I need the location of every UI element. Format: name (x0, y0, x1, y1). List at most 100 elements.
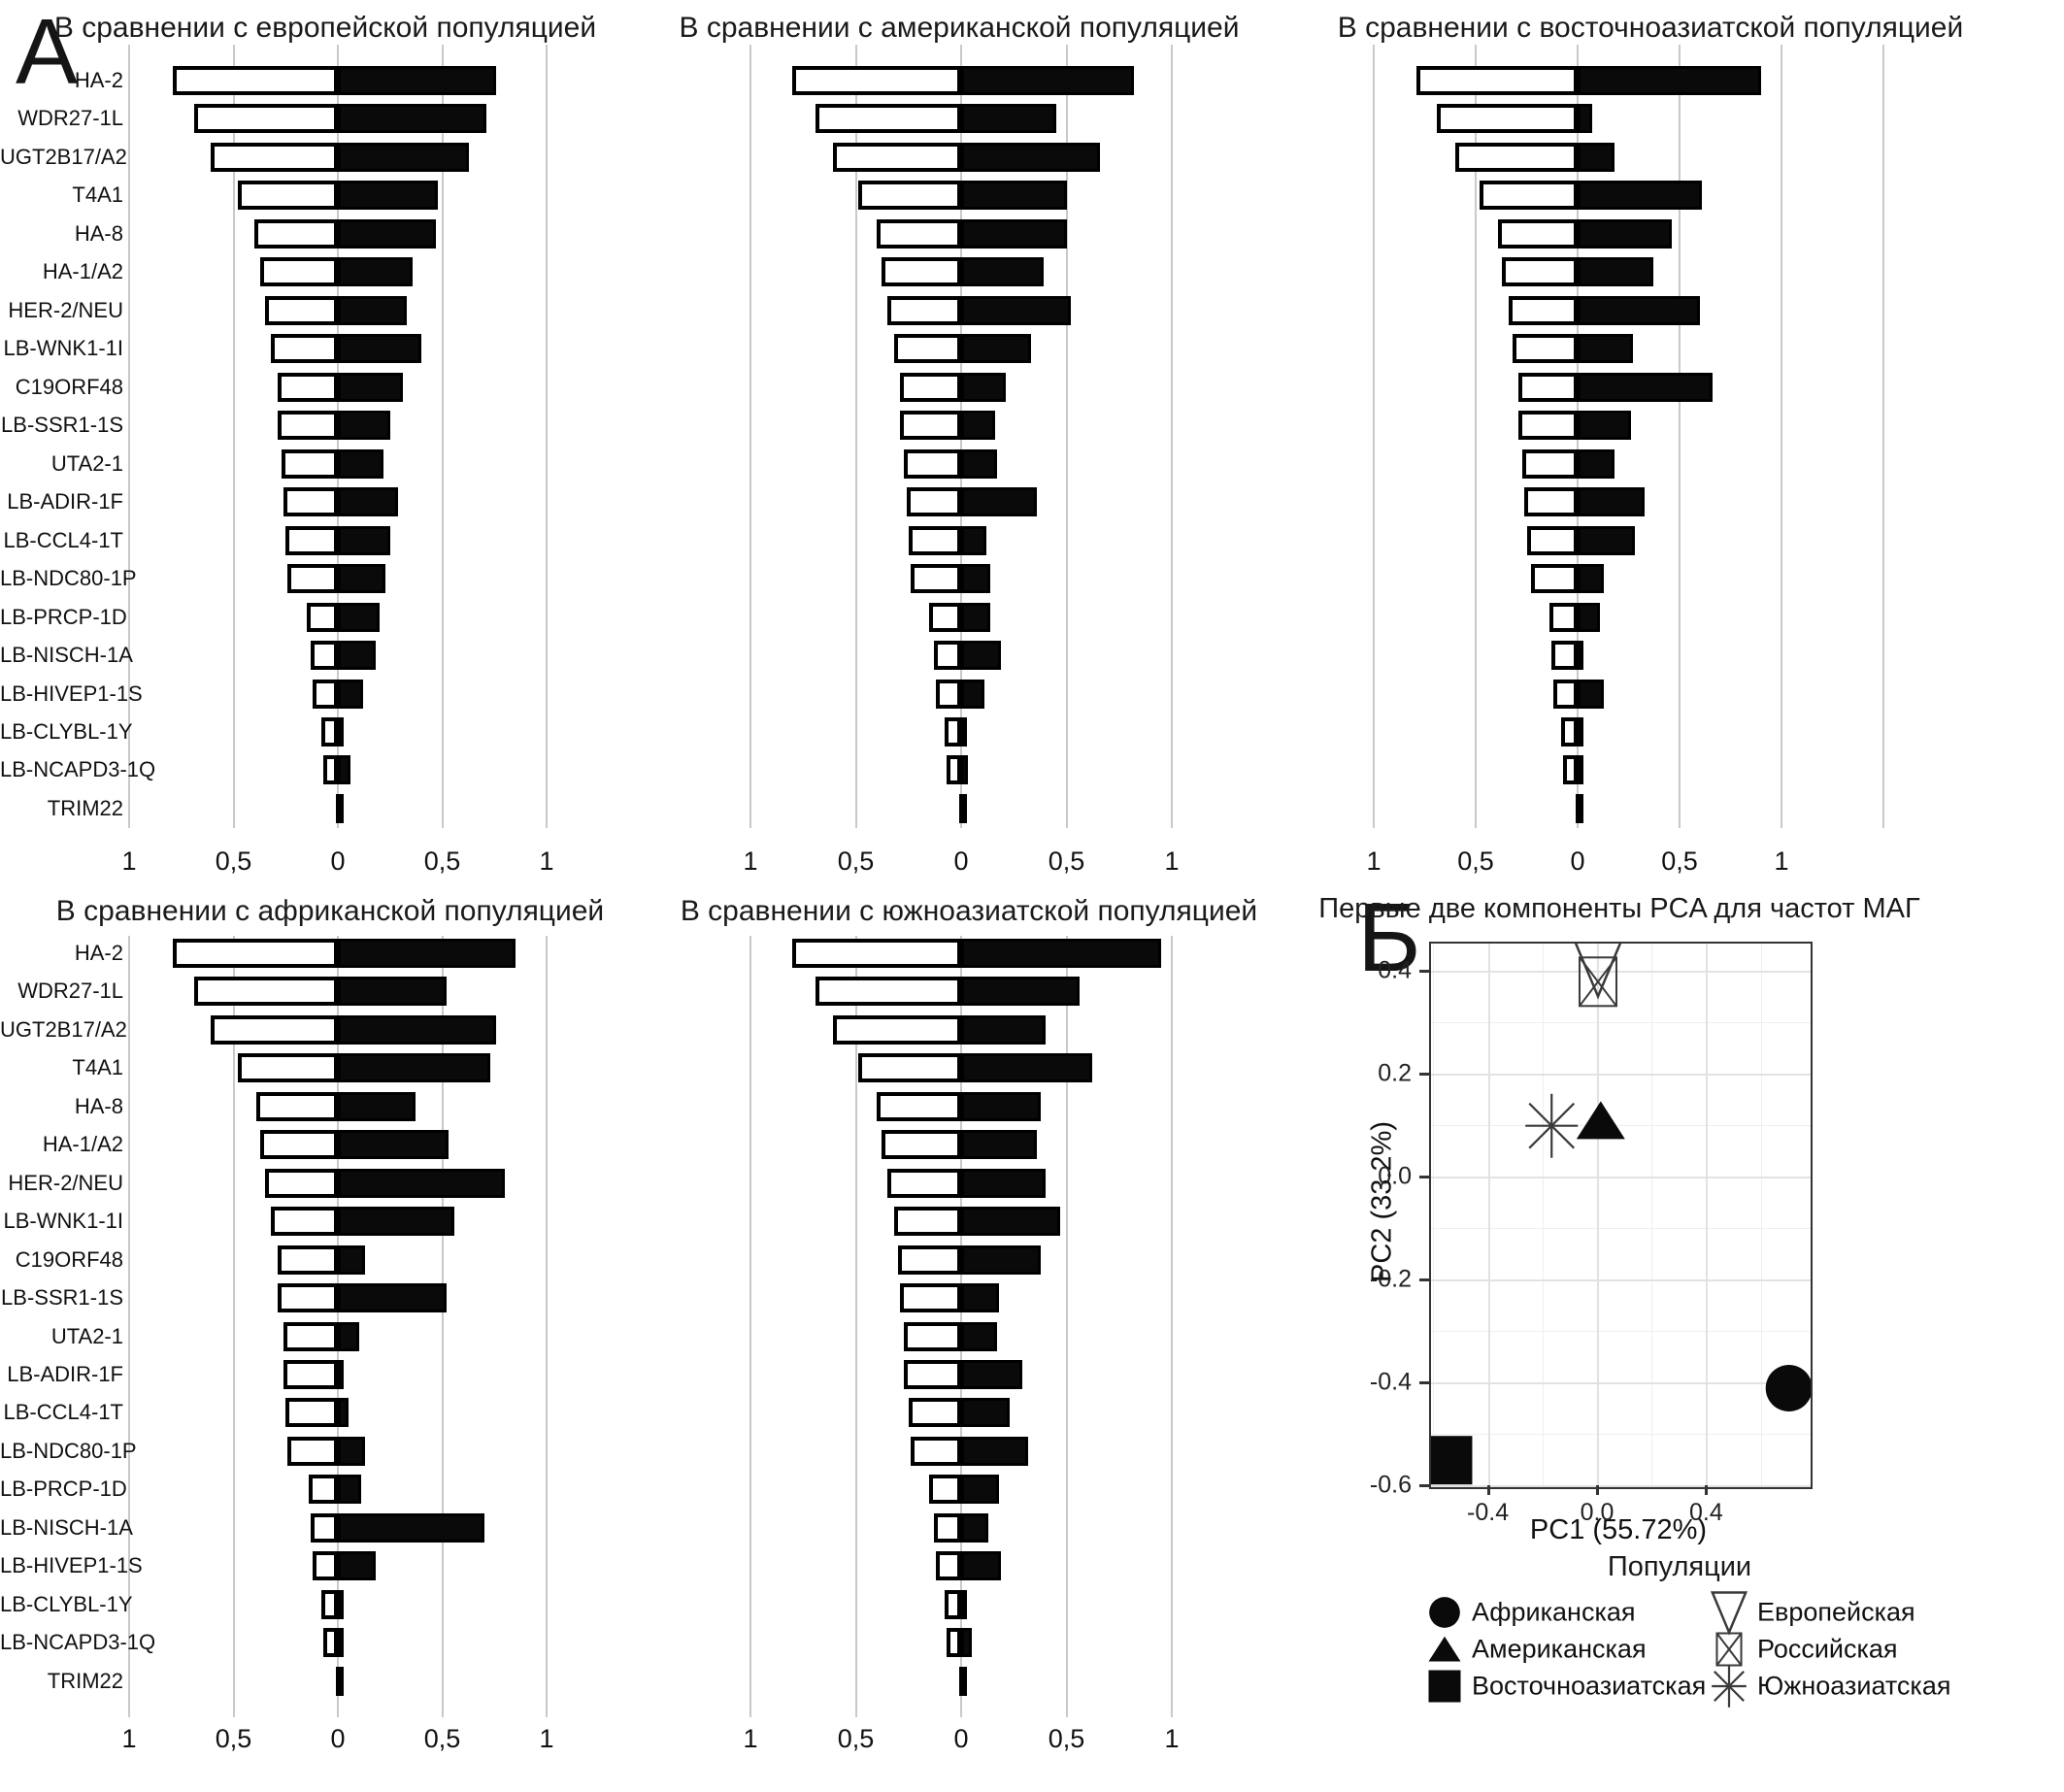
bar-black-right (338, 295, 407, 325)
bar-white-left (900, 411, 961, 441)
gridline (128, 936, 130, 1717)
bar-white-left (311, 641, 338, 671)
bar-black-right (961, 411, 995, 441)
gridline (1781, 45, 1782, 828)
bar-black-right (1578, 755, 1583, 785)
gridline (546, 45, 548, 828)
bar-white-left (283, 487, 338, 517)
pca-major-gridline (1431, 1484, 1811, 1487)
bar-black-right (1578, 218, 1672, 249)
bar-white-left (933, 1512, 961, 1543)
row-label: LB-SSR1-1S (1, 413, 123, 438)
bar-black-right (338, 1359, 344, 1389)
pca-minor-gridline (1431, 1330, 1811, 1332)
bar-white-left (816, 104, 961, 134)
bar-white-left (306, 602, 338, 632)
bar-black-right (338, 1666, 344, 1696)
bar-black-right (961, 1321, 997, 1351)
bar-white-left (1522, 448, 1578, 479)
bar-white-left (260, 1130, 338, 1160)
bar-black-right (338, 142, 470, 172)
axis-tick-label: 0,5 (1048, 1724, 1085, 1753)
row-label: LB-PRCP-1D (0, 604, 127, 629)
pca-minor-gridline (1433, 944, 1435, 1487)
bar-white-left (887, 295, 961, 325)
bar-black-right (961, 1283, 1000, 1313)
bar-black-right (338, 1168, 505, 1198)
row-label: LB-HIVEP1-1S (0, 680, 143, 706)
bar-white-left (256, 1091, 338, 1121)
bar-black-right (1578, 66, 1761, 95)
bar-black-right (338, 1512, 484, 1543)
row-label: HA-8 (74, 1093, 123, 1118)
bar-white-left (277, 1283, 338, 1313)
legend-item-label: Европейская (1757, 1597, 1915, 1627)
bar-black-right (961, 334, 1031, 364)
bar-white-left (320, 716, 338, 747)
row-label: LB-CLYBL-1Y (0, 1591, 133, 1616)
bar-black-right (961, 564, 991, 594)
bar-black-right (961, 793, 967, 823)
bar-white-left (1502, 257, 1578, 287)
bar-black-right (961, 1512, 989, 1543)
bar-black-right (338, 104, 486, 134)
pca-major-gridline (1431, 1073, 1811, 1076)
bar-white-left (881, 257, 961, 287)
bar-black-right (1578, 564, 1605, 594)
row-label: UGT2B17/A2 (0, 1016, 127, 1042)
pca-y-tick (1419, 1380, 1429, 1384)
filled-square-icon (1428, 1670, 1461, 1703)
row-label: WDR27-1L (17, 979, 123, 1004)
asterisk-icon (1712, 1665, 1747, 1708)
filled-triangle-icon (1428, 1636, 1461, 1662)
pca-major-gridline (1487, 944, 1490, 1487)
bar-black-right (961, 602, 991, 632)
pca-y-tick (1419, 1278, 1429, 1281)
gridline (232, 45, 235, 828)
gridline (1171, 936, 1173, 1717)
bar-white-left (322, 1628, 338, 1658)
crossed-square-icon (1715, 1632, 1743, 1667)
axis-tick-label: 1 (539, 1724, 554, 1753)
axis-tick-label: 0 (330, 1724, 346, 1753)
pca-y-tick-label: -0.6 (1369, 1471, 1412, 1499)
bar-black-right (961, 679, 984, 709)
axis-tick-label: 0,5 (837, 846, 875, 876)
legend-item-label: Российская (1757, 1634, 1898, 1664)
legend-item-label: Африканская (1472, 1597, 1636, 1627)
gridline (749, 936, 751, 1717)
pca-y-tick (1419, 1072, 1429, 1076)
bar-white-left (910, 1436, 961, 1466)
bar-white-left (264, 295, 338, 325)
bar-white-left (857, 181, 961, 211)
bar-white-left (285, 1398, 338, 1428)
gridline (1475, 45, 1477, 828)
bar-black-right (1578, 104, 1592, 134)
bar-white-left (193, 977, 338, 1007)
bar-white-left (910, 564, 961, 594)
gridline (441, 936, 444, 1717)
bar-black-right (338, 218, 437, 249)
bar-white-left (933, 641, 961, 671)
bar-white-left (887, 1168, 961, 1198)
bar-white-left (1524, 487, 1578, 517)
bar-black-right (961, 641, 1002, 671)
bar-black-right (961, 1436, 1029, 1466)
row-label: LB-CCL4-1T (3, 1400, 123, 1425)
pca-minor-gridline (1651, 944, 1653, 1487)
row-label: UGT2B17/A2 (0, 144, 127, 169)
bar-black-right (338, 1321, 359, 1351)
chart-title-east-asian: В сравнении с восточноазиатской популяци… (1337, 12, 1964, 44)
gridline (1679, 45, 1681, 828)
bar-black-right (961, 218, 1067, 249)
row-label: HA-1/A2 (42, 1132, 123, 1157)
pca-minor-gridline (1542, 944, 1544, 1487)
bar-black-right (961, 372, 1006, 402)
bar-black-right (338, 1589, 344, 1619)
bar-black-right (961, 1168, 1046, 1198)
bar-black-right (961, 1053, 1092, 1083)
bar-white-left (893, 334, 961, 364)
pca-major-gridline (1431, 970, 1811, 973)
bar-white-left (283, 1321, 338, 1351)
bar-white-left (313, 1551, 338, 1581)
